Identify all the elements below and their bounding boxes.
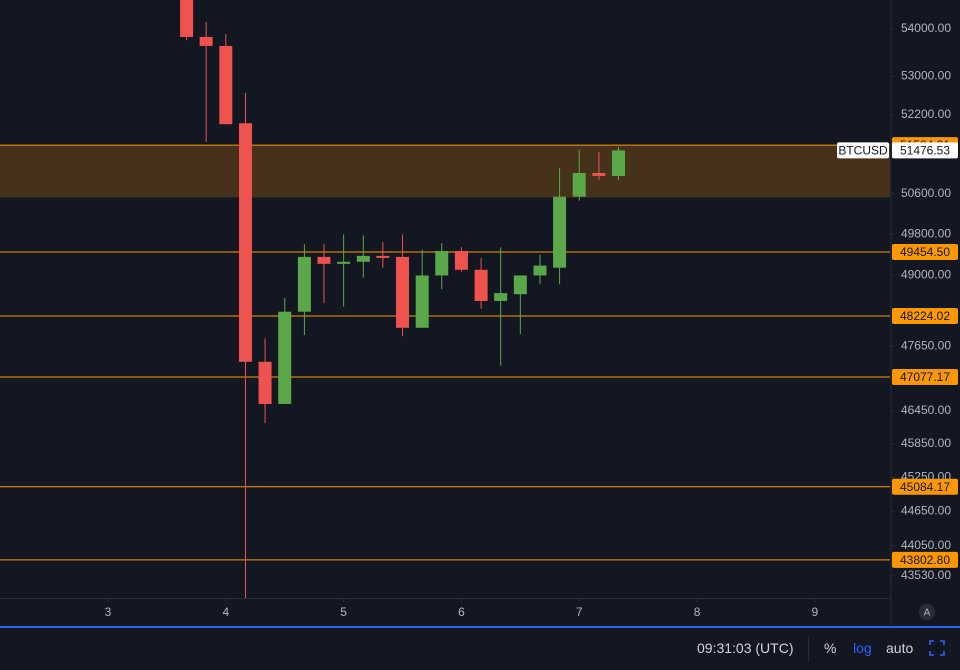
percent-toggle[interactable]: % — [824, 640, 837, 656]
y-tick-label: 49000.00 — [901, 268, 951, 282]
x-tick-label: 9 — [811, 605, 818, 619]
auto-toggle[interactable]: auto — [886, 640, 914, 656]
y-tick-label: 49800.00 — [901, 227, 951, 241]
level-label: 49454.50 — [900, 245, 950, 259]
candle-body — [356, 255, 370, 262]
candle-body — [592, 172, 606, 176]
y-tick-label: 50600.00 — [901, 186, 951, 200]
candle-body — [611, 150, 625, 176]
x-tick-label: 8 — [694, 605, 701, 619]
level-label-box — [892, 307, 958, 324]
candle-body — [199, 36, 213, 46]
candle-body — [219, 45, 233, 125]
candle-body — [415, 275, 429, 328]
x-tick-label: 6 — [458, 605, 465, 619]
candle-body — [474, 269, 488, 301]
auto-scale-label[interactable]: A — [924, 608, 931, 619]
candle-body — [297, 256, 311, 312]
y-tick-label: 53000.00 — [901, 69, 951, 83]
candle-body — [533, 265, 547, 276]
symbol-label-box — [837, 142, 889, 159]
candle-body — [180, 0, 194, 37]
clock: 09:31:03 (UTC) — [697, 640, 794, 656]
x-tick-label: 5 — [340, 605, 347, 619]
candle-body — [513, 275, 527, 295]
chart: A 54000.00 53000.00 52200.00 50600.00 49800.… — [0, 0, 958, 625]
x-tick-label: 3 — [105, 605, 112, 619]
candle-body — [435, 250, 449, 276]
y-tick-label: 47650.00 — [901, 339, 951, 353]
level-label-box — [892, 244, 958, 261]
candle-body — [494, 293, 508, 301]
candle-body — [454, 250, 468, 270]
y-tick-label: 46450.00 — [901, 403, 951, 417]
level-label-box — [892, 369, 958, 386]
candle-body — [278, 311, 292, 404]
candle-body — [239, 123, 253, 362]
candle-body — [553, 196, 567, 268]
y-tick-label: 54000.00 — [901, 21, 951, 35]
log-toggle[interactable]: log — [853, 640, 872, 656]
candle-body — [317, 256, 331, 264]
candle-body — [258, 361, 272, 404]
candle-body — [572, 172, 586, 197]
y-tick-label: 44050.00 — [901, 538, 951, 552]
y-tick-label: 44650.00 — [901, 503, 951, 517]
x-tick-label: 7 — [576, 605, 583, 619]
zone — [0, 145, 890, 198]
current-price-box — [892, 142, 958, 159]
level-label: 48224.02 — [900, 309, 950, 323]
y-tick-label: 43530.00 — [901, 568, 951, 582]
y-tick-label: 52200.00 — [901, 107, 951, 121]
y-tick-label: 45850.00 — [901, 436, 951, 450]
level-label: 47077.17 — [900, 370, 950, 384]
level-label: 43802.80 — [900, 553, 950, 567]
candle-body — [337, 261, 351, 264]
level-label: 45084.17 — [900, 480, 950, 494]
candle-body — [396, 256, 410, 328]
current-price-label: 51476.53 — [900, 144, 950, 158]
fullscreen-button[interactable] — [929, 640, 945, 656]
x-tick-label: 4 — [222, 605, 229, 619]
bottom-toolbar: 09:31:03 (UTC) % log auto — [0, 626, 960, 670]
symbol-label: BTCUSD — [838, 144, 888, 158]
level-label-box — [892, 478, 958, 495]
auto-scale-button[interactable] — [919, 604, 935, 620]
separator — [808, 636, 809, 662]
plot-area — [0, 0, 890, 598]
candle-body — [376, 255, 390, 258]
level-label-box — [892, 551, 958, 568]
